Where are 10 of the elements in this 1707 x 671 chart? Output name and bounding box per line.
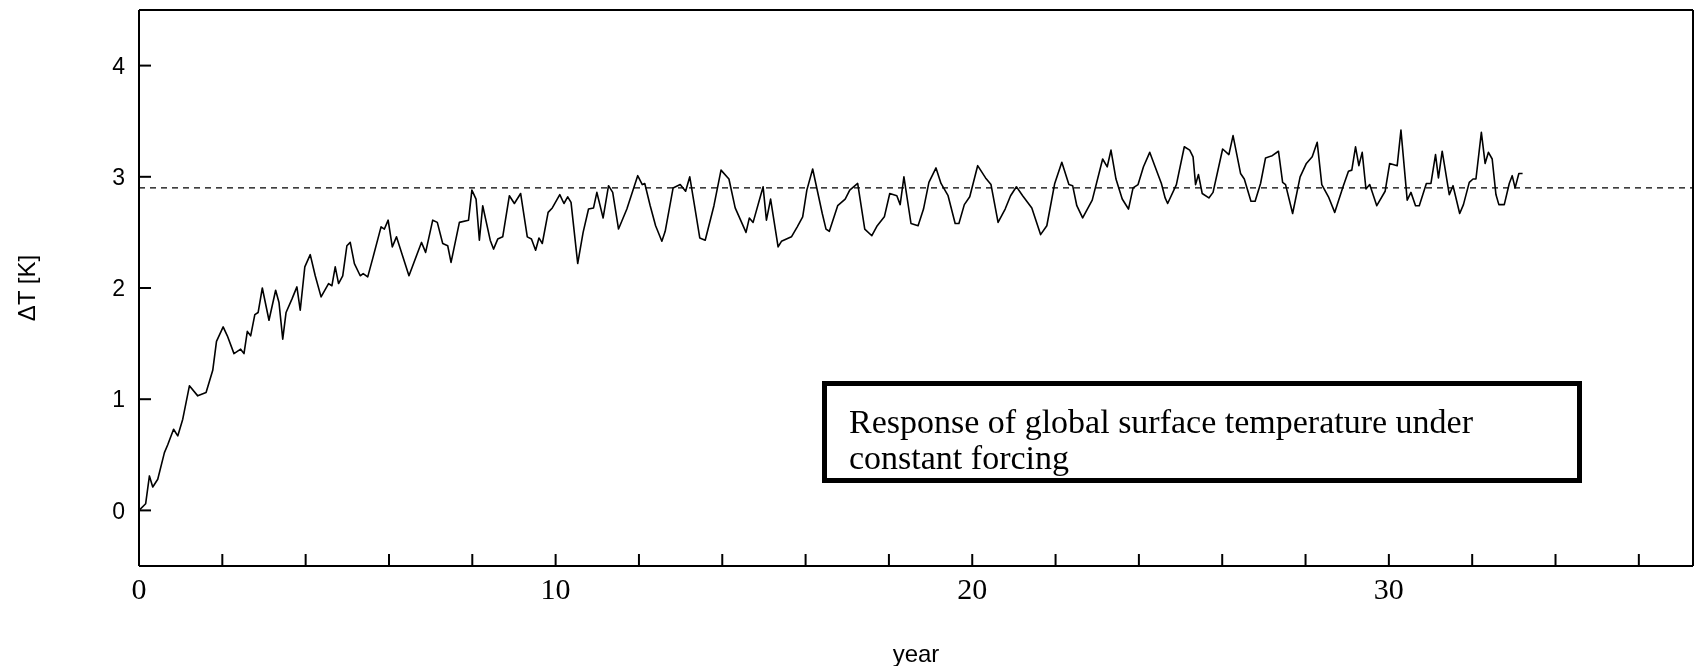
y-tick-label: 4 [112,52,126,79]
x-tick-label: 10 [540,572,571,606]
y-tick-label: 0 [112,497,125,524]
x-tick-label: 30 [1373,572,1404,606]
x-tick-label: 20 [957,572,988,606]
y-axis-title: ΔT [K] [12,254,40,322]
annotation: Response of global surface temperature under constant forcing [849,403,1475,476]
y-tick-label: 2 [112,275,125,302]
y-tick-label: 1 [112,386,125,413]
y-tick-label: 3 [112,163,125,190]
